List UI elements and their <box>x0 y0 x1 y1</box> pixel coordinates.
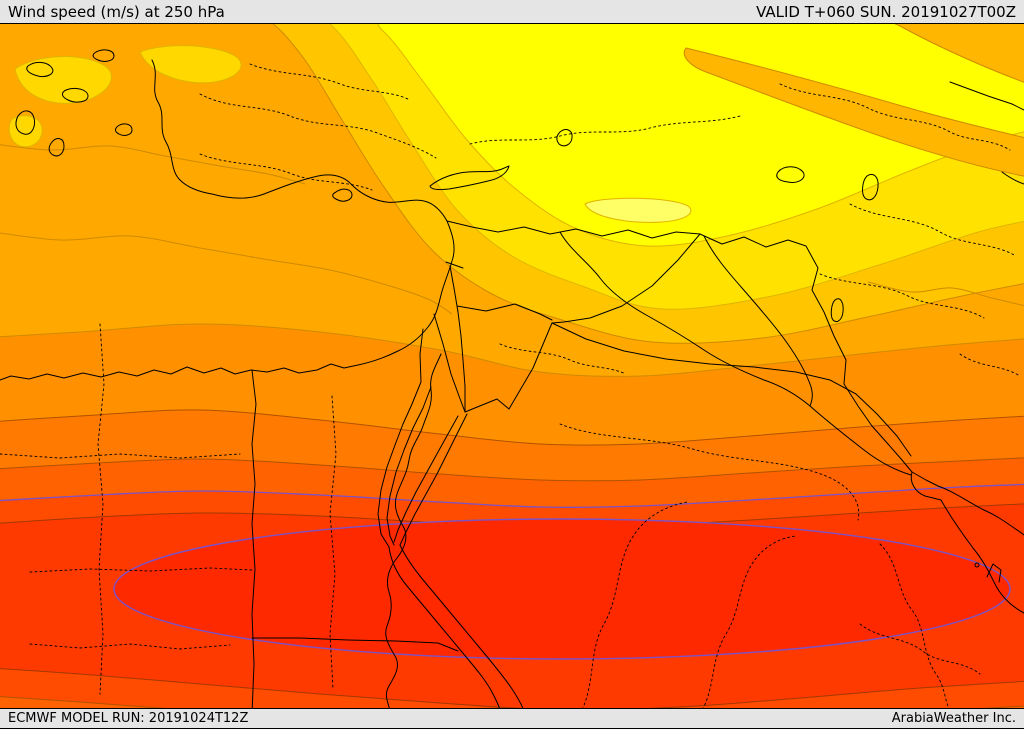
contour-line-extra-1 <box>0 232 453 315</box>
rhodes-island <box>332 188 353 202</box>
lake-van <box>776 166 805 183</box>
border-syria-iraq <box>551 233 701 324</box>
admin-boundary <box>559 423 860 521</box>
band-top-left-patch <box>14 56 112 104</box>
model-run-label: ECMWF MODEL RUN: 20191024T12Z <box>8 711 249 726</box>
aegean-island <box>115 123 133 136</box>
admin-boundary <box>249 63 411 101</box>
border-syria-jordan <box>456 303 553 321</box>
nile-river <box>385 353 442 708</box>
contour-line-light_orange <box>272 24 1024 344</box>
suez-canal <box>419 328 424 383</box>
shatt-river <box>809 405 912 476</box>
red-sea-west-shore <box>388 546 500 708</box>
map-area <box>0 24 1024 708</box>
border-caucasus <box>949 81 1024 111</box>
bahrain-island <box>974 562 980 568</box>
gulf-of-suez-west-shore <box>377 381 422 548</box>
shatt-al-arab <box>911 471 939 487</box>
band-orange-streak <box>683 47 1024 177</box>
band-corner-wedge <box>894 24 1024 83</box>
band-yellow-core <box>584 197 692 223</box>
border-egypt-libya <box>251 369 257 708</box>
cyprus-island <box>429 165 510 191</box>
admin-boundary <box>859 623 981 675</box>
header-bar: Wind speed (m/s) at 250 hPa VALID T+060 … <box>0 0 1024 24</box>
admin-boundary <box>199 93 437 159</box>
coastline-caspian-corner <box>1001 171 1024 185</box>
border-iraq-saudi <box>551 322 912 457</box>
gulf-of-suez-east-shore <box>386 386 432 546</box>
footer-bar: ECMWF MODEL RUN: 20191024T12Z ArabiaWeat… <box>0 708 1024 728</box>
border-jordan-saudi <box>464 322 553 413</box>
tigris-river <box>703 235 813 407</box>
admin-boundary <box>199 153 373 191</box>
contour-line-red-5 <box>0 668 1024 708</box>
qatar-peninsula <box>986 563 1002 583</box>
wind-speed-map <box>0 24 1024 708</box>
gulf-of-aqaba-west-shore <box>393 415 459 543</box>
aegean-island <box>26 61 54 77</box>
contour-line-yellow <box>377 24 1024 247</box>
admin-boundary <box>469 115 741 145</box>
persian-gulf-iran-coast <box>937 485 1024 536</box>
aegean-island <box>15 110 35 135</box>
contour-line-yellow_orange <box>329 24 1024 310</box>
admin-boundary <box>29 643 231 650</box>
contour-line-extra-2 <box>0 144 306 185</box>
lake-tharthar <box>830 298 844 323</box>
contour-line-orange_red-6 <box>0 696 1024 708</box>
border-egypt-sudan <box>251 637 459 652</box>
gulf-of-aqaba-east-shore <box>399 413 468 546</box>
admin-boundary <box>29 567 253 573</box>
admin-boundary <box>0 453 241 459</box>
red-sea-east-shore <box>399 544 524 708</box>
contour-fill-layer <box>0 24 1024 708</box>
admin-boundary <box>779 83 1011 151</box>
valid-time-label: VALID T+060 SUN. 20191027T00Z <box>756 2 1016 21</box>
country-border-layer <box>0 49 1024 708</box>
admin-boundary <box>582 501 689 708</box>
aegean-island <box>92 49 115 62</box>
contour-line-dark_orange-0 <box>0 323 1024 377</box>
euphrates-river <box>559 231 811 407</box>
border-iran-iraq <box>805 245 913 473</box>
contour-line-extra-3 <box>867 281 1024 307</box>
aegean-island <box>48 138 65 157</box>
coastline-turkey-west <box>151 59 213 195</box>
border-syria-lebanon <box>445 261 464 269</box>
band-top-left-patch <box>8 115 43 148</box>
border-jordan-valley <box>449 265 466 413</box>
band-orange_red-6 <box>0 696 1024 708</box>
aegean-island <box>61 87 89 103</box>
admin-boundary <box>959 353 1021 377</box>
admin-boundary <box>879 543 950 708</box>
credit-label: ArabiaWeather Inc. <box>891 711 1016 726</box>
lake-urmia <box>862 173 879 201</box>
contour-line-orange_red-2 <box>0 457 1024 482</box>
lake-tuz <box>556 129 573 147</box>
contour-line-red-3 <box>0 483 1024 508</box>
contour-line-deep_orange-1 <box>0 409 1024 446</box>
band-jet-core <box>113 518 1011 660</box>
admin-boundary <box>819 273 985 319</box>
border-turkey-south <box>446 220 807 248</box>
border-egypt-israel <box>433 313 466 413</box>
admin-boundary <box>97 323 105 695</box>
admin-boundary <box>499 343 627 375</box>
persian-gulf-arab-coast <box>940 499 1024 614</box>
band-red-5 <box>0 668 1024 708</box>
map-title: Wind speed (m/s) at 250 hPa <box>8 2 225 21</box>
admin-boundary <box>849 203 1017 257</box>
band-top-left-patch <box>139 45 242 84</box>
